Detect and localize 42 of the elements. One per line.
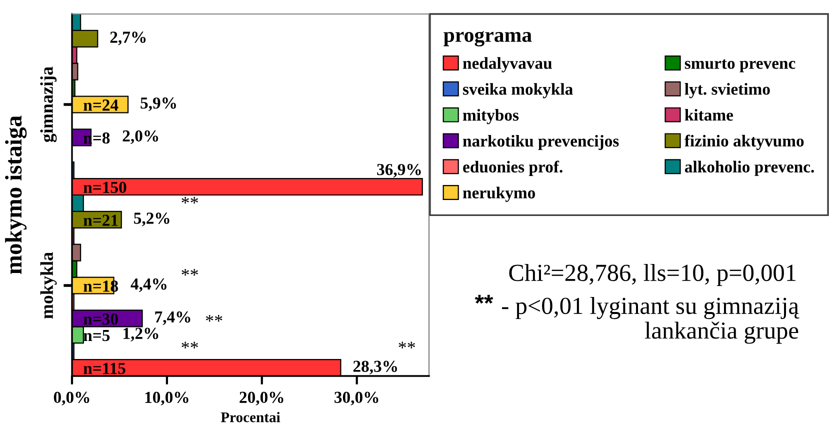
y-tick-label: mokykla [40, 252, 57, 319]
legend-label: alkoholio prevenc. [684, 160, 814, 176]
annotation: ** [206, 314, 222, 322]
text: 36,9% [377, 164, 421, 178]
text: 2,7% [110, 32, 146, 46]
x-tick-label: 30,0% [334, 392, 378, 406]
text: n=30 [84, 313, 118, 325]
text: Chi²=28,786, lls=10, p=0,001 [509, 264, 796, 286]
text: n=150 [84, 182, 126, 194]
x-tick-label: 10,0% [145, 392, 188, 406]
legend-label: eduonies prof. [463, 160, 562, 176]
text: n=24 [84, 100, 118, 111]
text: n=115 [84, 362, 126, 374]
text: 1,2% [124, 328, 158, 342]
text: n=21 [84, 214, 118, 226]
y-tick-label: gimnazija [40, 66, 57, 142]
legend-label: narkotiku prevencijos [462, 134, 619, 150]
annotation: ** [182, 196, 198, 204]
legend-label: nedalyvavau [462, 57, 552, 72]
legend-label: mitybos [462, 109, 519, 124]
text: ** [474, 294, 494, 304]
text: 5,9% [140, 97, 176, 112]
text: 28,3% [353, 360, 397, 374]
x-tick-label: 20,0% [240, 392, 284, 406]
y-axis-title: mokymo istaiga [5, 116, 27, 274]
legend-label: nerukymo [462, 186, 536, 202]
x-tick-label: 0,0% [54, 392, 90, 406]
text: 7,4% [155, 311, 190, 325]
legend-title: programa [444, 31, 532, 46]
legend-label: smurto prevenc [684, 59, 796, 72]
text: 4,4% [130, 278, 166, 292]
text: 2,0% [122, 130, 158, 144]
annotation: ** [398, 342, 416, 348]
legend-label: kitame [684, 108, 734, 121]
legend-label: lyt. svietimo [684, 83, 770, 98]
x-axis-title: Procentai [220, 412, 280, 422]
text: - p<0,01 lyginant su gimnaziją lankančia grupe [502, 297, 800, 344]
annotation: ** [182, 342, 198, 348]
text: 5,2% [134, 212, 170, 226]
annotation: ** [182, 268, 198, 276]
legend-label: fizinio aktyvumo [684, 134, 804, 150]
legend-label: sveika mokykla [463, 83, 573, 98]
